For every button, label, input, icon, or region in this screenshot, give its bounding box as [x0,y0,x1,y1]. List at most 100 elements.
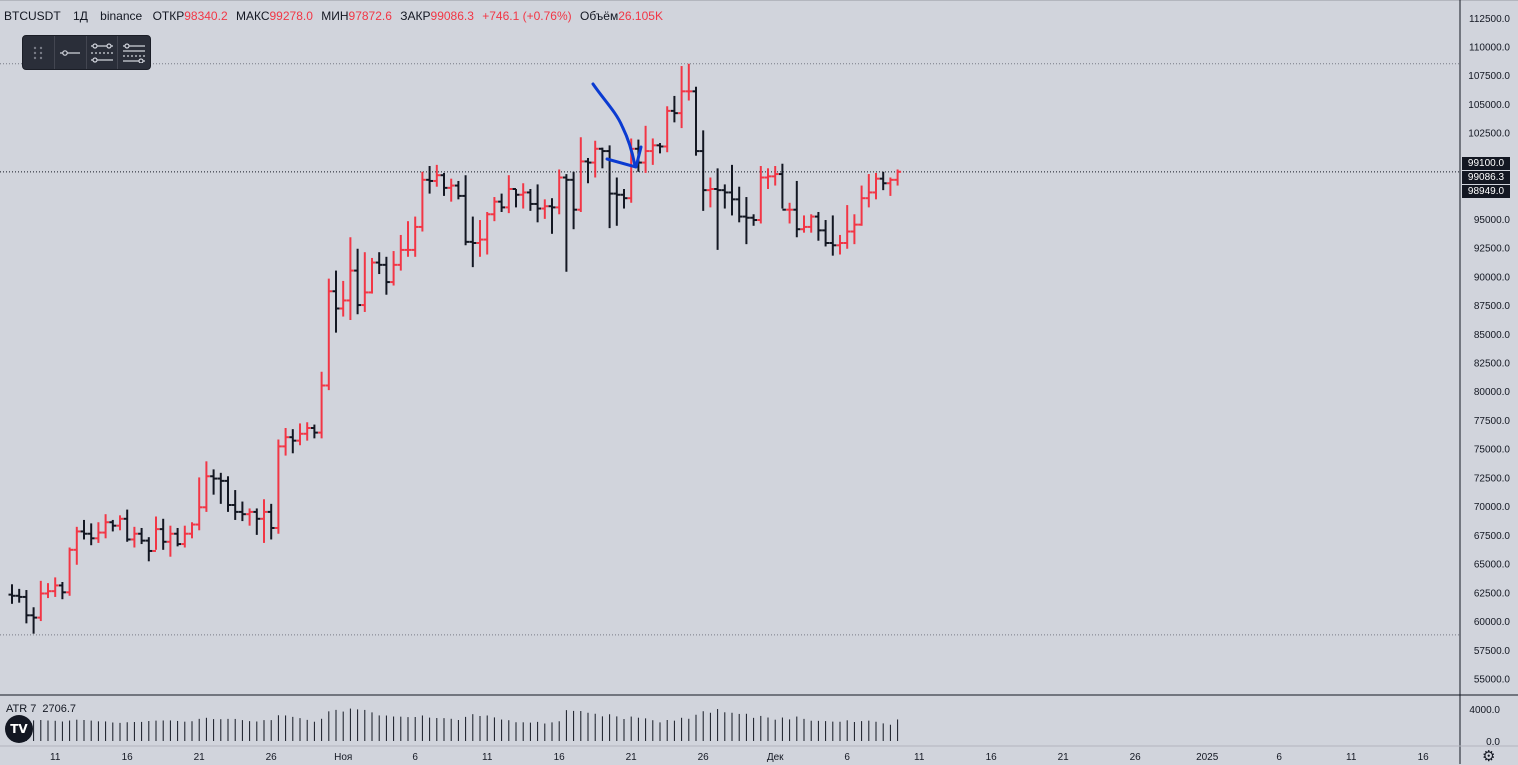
ohlc-bar [519,183,527,209]
ohlc-bar [764,168,772,190]
y-tick-label: 92500.0 [1474,244,1511,255]
ohlc-bar [382,256,390,295]
ohlc-bar [282,428,290,456]
ohlc-bar [66,547,74,596]
x-tick-label: 6 [1276,752,1282,763]
price-badge-bottom: 98949.0 [1462,185,1510,198]
ohlc-bar [37,580,45,622]
atr-legend[interactable]: ATR 7 2706.7 [6,703,82,715]
ohlc-bar [296,423,304,446]
interval[interactable]: 1Д [73,9,88,23]
ohlc-bar [210,469,218,495]
ohlc-bar [800,215,808,233]
tradingview-logo[interactable]: TV [5,715,33,743]
ohlc-bar [670,95,678,123]
y-tick-label: 72500.0 [1474,473,1511,484]
ohlc-bar [303,422,311,441]
ohlc-bar [750,214,758,226]
ohlc-bar [858,185,866,226]
ohlc-bar [15,588,23,603]
ohlc-bar [886,177,894,196]
ohlc-bar [541,199,549,219]
ohlc-bar [879,171,887,191]
symbol-name[interactable]: BTCUSDT [4,9,61,23]
atr-value: 2706.7 [42,703,77,715]
ohlc-bar [346,237,354,320]
ohlc-bar [894,169,902,186]
y-tick-label: 70000.0 [1474,502,1511,513]
ohlc-bar [159,518,167,550]
ohlc-bar [462,175,470,246]
horizontal-line-icon[interactable] [55,36,87,69]
ohlc-bar [548,198,556,234]
ohlc-bar [238,501,246,522]
ohlc-bar [397,234,405,271]
ohlc-bar [426,166,434,194]
ohlc-bar [591,140,599,178]
y-tick-label: 90000.0 [1474,272,1511,283]
ohlc-bar [829,215,837,256]
ohlc-bar [483,211,491,255]
gridlines [0,63,1460,636]
fib-levels-icon[interactable] [118,36,150,69]
y-tick-label: 82500.0 [1474,359,1511,370]
ohlc-bar [8,584,16,604]
y-tick-label: 80000.0 [1474,387,1511,398]
ohlc-bar [526,189,534,211]
gear-icon[interactable]: ⚙ [1482,748,1496,765]
ohlc-bar [865,174,873,208]
ohlc-bar [570,171,578,230]
ohlc-bar [332,270,340,333]
ohlc-bar [51,577,59,597]
ohlc-bar [339,280,347,317]
price-badge-last: 99086.3 [1462,171,1510,184]
blue-arrow-annotation [591,82,643,169]
ohlc-bar [613,177,621,226]
ohlc-bar [123,509,131,542]
ohlc-bars [8,63,902,634]
ohlc-bar [138,527,146,545]
drag-handle-icon[interactable] [23,36,55,69]
x-tick-label: 21 [194,752,206,763]
ohlc-bar [469,216,477,268]
ohlc-bar [267,503,275,540]
y-tick-label: 110000.0 [1469,43,1510,54]
ohlc-bar [850,214,858,245]
ohlc-bar [116,515,124,531]
y-tick-label: 112500.0 [1469,14,1510,25]
atr-tick-label: 4000.0 [1469,705,1500,716]
change-value: +746.1 (+0.76%) [482,9,572,23]
ohlc-bar [260,499,268,543]
ohlc-bar [375,252,383,275]
ohlc-bar [310,424,318,439]
ohlc-bar [476,220,484,257]
ohlc-bar [44,583,52,599]
ohlc-bar [246,508,254,526]
ohlc-bar [735,186,743,223]
ohlc-bar [433,164,441,187]
trend-channel-icon[interactable] [87,36,119,69]
ohlc-bar [807,214,815,233]
ohlc-bar [663,106,671,153]
ohlc-bar [73,526,81,565]
ohlc-bar [786,202,794,224]
y-tick-label: 60000.0 [1474,617,1511,628]
y-tick-label: 57500.0 [1474,646,1511,657]
ohlc-bar [231,490,239,520]
high-value: 99278.0 [269,9,313,23]
ohlc-bar [30,607,38,634]
x-tick-label: 16 [1418,752,1430,763]
y-tick-label: 102500.0 [1468,129,1510,140]
x-tick-label: 11 [482,752,493,763]
open-label: ОТКР [152,9,185,23]
y-tick-label: 105000.0 [1468,100,1510,111]
ohlc-bar [555,169,563,215]
ohlc-bar [253,508,261,535]
ohlc-bar [404,221,412,257]
x-tick-label: 11 [1346,752,1357,763]
ohlc-bar [699,130,707,211]
ohlc-bar [714,168,722,250]
ohlc-bar [174,527,182,547]
ohlc-bar [318,371,326,439]
